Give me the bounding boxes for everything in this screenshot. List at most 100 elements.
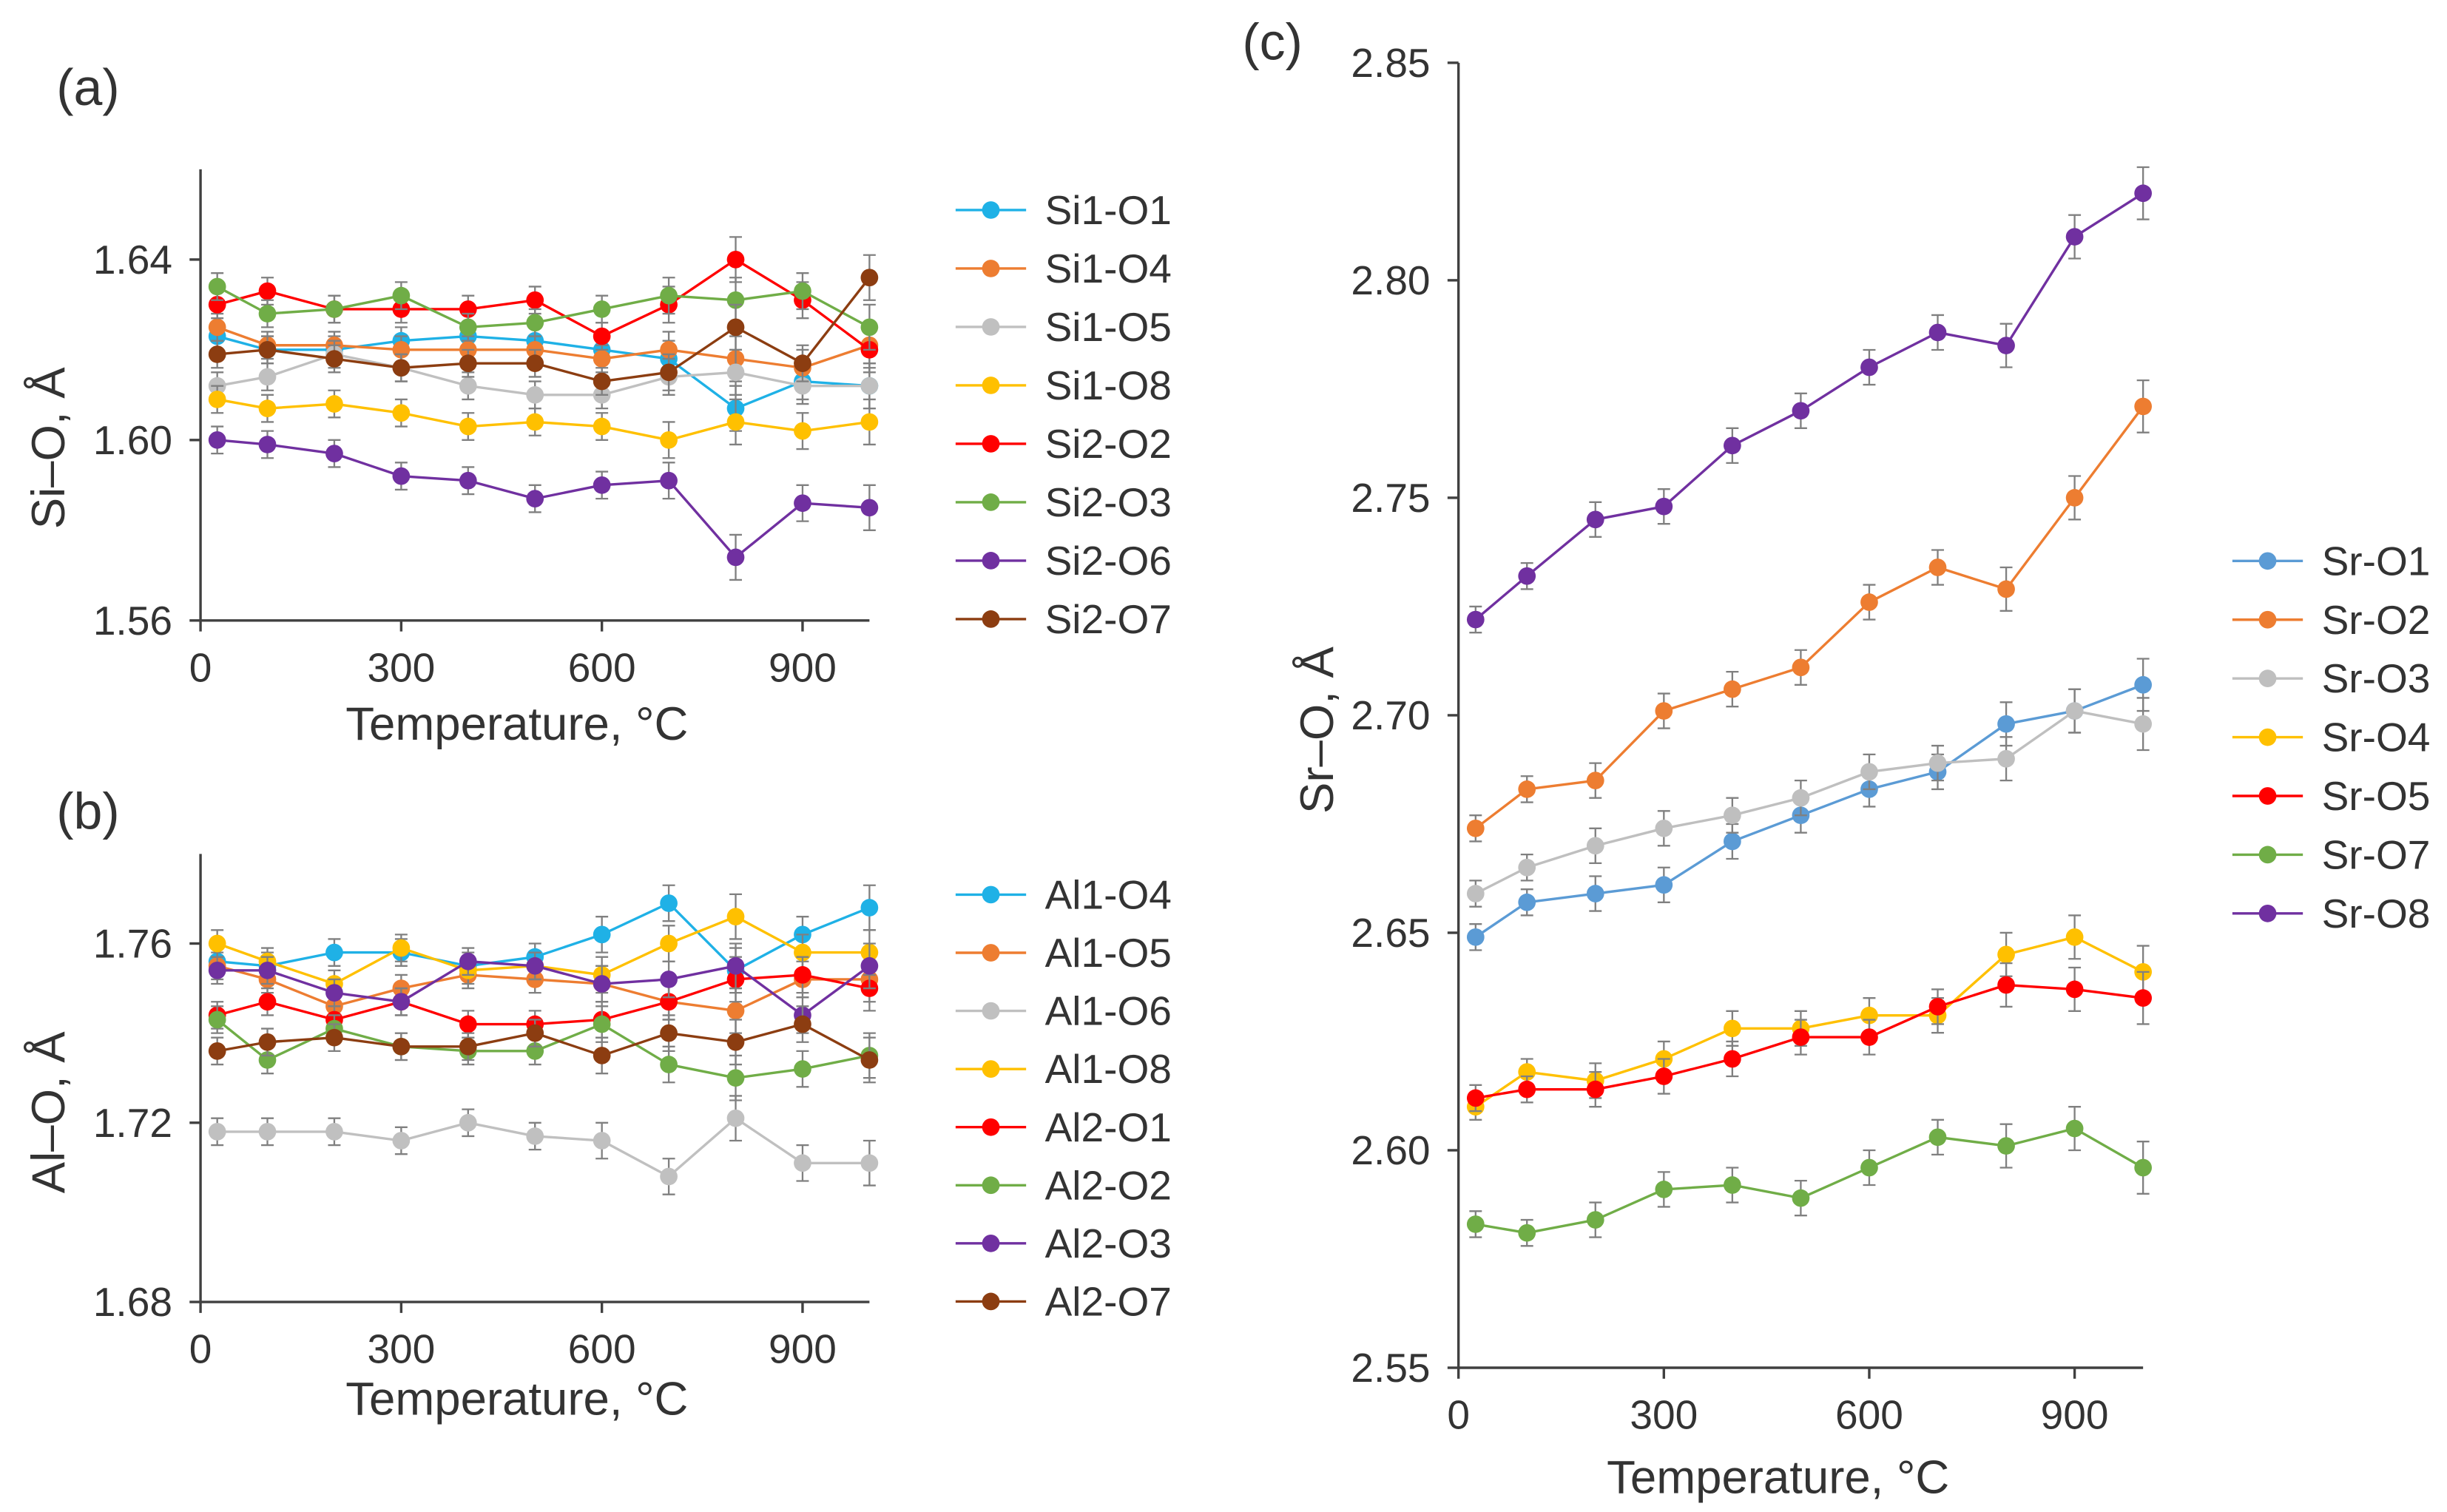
panel-a-series-si2-o3-point: [258, 305, 277, 323]
panel-c-legend-item: Sr-O1: [2232, 538, 2430, 584]
panel-b-series-al2-o3-point: [526, 956, 544, 975]
legend-swatch-marker: [982, 552, 1000, 570]
panel-a-series-si2-o3-point: [459, 318, 477, 337]
panel-b-series-al1-o8-point: [208, 934, 226, 953]
panel-c-series-sr-o7-point: [1586, 1211, 1604, 1229]
panel-b-series-al2-o3-line: [217, 960, 871, 1017]
panel-c-series-sr-o7-point: [1792, 1189, 1810, 1207]
panel-c-legend-item: Sr-O3: [2232, 655, 2430, 701]
panel-a-series-si1-o8-point: [726, 413, 745, 431]
panel-a-series-si2-o6-point: [794, 494, 811, 513]
panel-a-legend-item: Si2-O3: [955, 479, 1172, 525]
panel-a-legend-label: Si2-O7: [1045, 596, 1172, 642]
legend-swatch-marker: [982, 318, 1000, 336]
panel-c-x-tick-label: 0: [1447, 1392, 1470, 1438]
panel-a-legend-label: Si2-O3: [1045, 479, 1172, 525]
panel-c-y-tick-label: 2.60: [1351, 1127, 1430, 1173]
panel-a-legend-item: Si2-O7: [955, 596, 1172, 642]
panel-a-series-si1-o8-point: [660, 431, 678, 449]
panel-b-series-al2-o2: [208, 1005, 879, 1101]
panel-a-legend-label: Si1-O4: [1045, 246, 1172, 291]
panel-a-series-si1-o5-point: [258, 368, 277, 386]
panel-c-series-sr-o1-line: [1474, 684, 2144, 939]
panel-b-series-al1-o6-point: [660, 1167, 678, 1186]
panel-c-series-sr-o3-point: [1724, 806, 1741, 825]
panel-c-series-sr-o2-point: [1792, 658, 1810, 677]
panel-a-series-si2-o7-point: [794, 354, 811, 373]
panel-c-x-axis-title: Temperature, °C: [1607, 1451, 1949, 1503]
panel-a-series-si1-o5-point: [459, 377, 477, 395]
legend-swatch-marker: [982, 435, 1000, 453]
panel-c-series-sr-o3-point: [1928, 754, 1947, 772]
panel-b-series-al2-o1-point: [258, 993, 277, 1011]
panel-a-x-tick-label: 300: [367, 644, 435, 690]
panel-c-series-sr-o2-line: [1474, 405, 2144, 830]
panel-b-series-al2-o2-point: [726, 1069, 745, 1087]
panel-b-series-al2-o7: [208, 1005, 879, 1084]
panel-a-series-si1-o8-point: [794, 422, 811, 440]
panel-c-series-sr-o3-point: [1518, 858, 1536, 877]
panel-c-series-sr-o5-point: [2065, 980, 2084, 999]
panel-c-series-sr-o8-point: [1518, 567, 1536, 585]
legend-swatch-marker: [2258, 669, 2277, 688]
panel-a-series-si2-o7-point: [325, 350, 343, 368]
panel-a-series-si2-o6-point: [208, 431, 226, 449]
panel-a-y-tick-label: 1.60: [93, 417, 172, 463]
legend-swatch-marker: [982, 885, 1000, 904]
panel-a-series-si2-o6-point: [726, 548, 745, 567]
panel-b-series-al1-o8-point: [726, 908, 745, 926]
panel-b-series-al2-o7-point: [258, 1033, 277, 1051]
panel-a-series-si2-o3-point: [593, 300, 611, 318]
panel-b-legend-item: Al1-O8: [955, 1046, 1172, 1092]
panel-b-y-tick-label: 1.72: [93, 1100, 172, 1146]
panel-b-series-al2-o7-point: [726, 1033, 745, 1051]
panel-c-y-tick-label: 2.70: [1351, 692, 1430, 738]
panel-c-series-sr-o1: [1466, 658, 2153, 951]
panel-a-series-si2-o7-point: [392, 359, 411, 377]
panel-b-legend-item: Al2-O2: [955, 1162, 1172, 1208]
panel-a-x-tick-label: 900: [769, 644, 837, 690]
panel-b-label: (b): [56, 782, 119, 840]
panel-a-series-si1-o8-point: [258, 399, 277, 418]
legend-swatch-marker: [982, 610, 1000, 628]
panel-c-series-sr-o1-point: [1655, 876, 1673, 894]
panel-b-legend-label: Al2-O2: [1045, 1162, 1172, 1208]
panel-c-legend-item: Sr-O7: [2232, 831, 2430, 877]
panel-a-series-si2-o7-point: [660, 363, 678, 382]
panel-a-legend-label: Si2-O2: [1045, 421, 1172, 467]
panel-b-series-al2-o7-point: [593, 1047, 611, 1064]
panel-b-series-al1-o8-point: [392, 939, 411, 957]
panel-b-legend-label: Al1-O5: [1045, 930, 1172, 976]
legend-swatch-marker: [982, 1234, 1000, 1252]
panel-c-series-sr-o8-point: [1860, 358, 1878, 377]
panel-a-series-si2-o3-point: [208, 277, 226, 296]
panel-c-series-sr-o8-point: [1997, 337, 2015, 354]
panel-c-y-axis-title: Sr–O, Å: [1291, 646, 1343, 814]
panel-b-legend-item: Al2-O7: [955, 1278, 1172, 1324]
panel-b-series-al1-o6-point: [860, 1154, 879, 1172]
panel-c-y-tick-label: 2.55: [1351, 1345, 1430, 1391]
panel-b-series-al1-o6-point: [392, 1132, 411, 1150]
panel-c-series-sr-o4-point: [1724, 1019, 1741, 1038]
panel-a-series-si2-o7-point: [726, 318, 745, 337]
legend-swatch-marker: [982, 493, 1000, 511]
panel-c-legend-item: Sr-O5: [2232, 773, 2430, 819]
panel-a-series-si2-o3-point: [526, 314, 544, 332]
panel-c-series-sr-o8-point: [1586, 510, 1604, 529]
legend-swatch-marker: [982, 1176, 1000, 1195]
panel-c-series-sr-o5-line: [1475, 983, 2144, 1100]
panel-c-series-sr-o4-point: [2065, 928, 2084, 946]
panel-c-series-sr-o5-point: [1655, 1067, 1673, 1085]
panel-a-legend-item: Si1-O4: [955, 246, 1172, 291]
panel-b-series-al2-o7-point: [459, 1037, 477, 1056]
panel-c-series-sr-o5-point: [1997, 976, 2015, 994]
panel-a-series-si2-o3: [208, 272, 879, 351]
panel-b-series-al1-o6-point: [526, 1127, 544, 1145]
panel-a-series-si2-o6-point: [593, 476, 611, 494]
panel-a-series-si2-o7-point: [526, 354, 544, 373]
panel-a-series-si1-o8-point: [459, 417, 477, 436]
panel-c-x-tick-label: 900: [2041, 1392, 2109, 1438]
panel-b-legend-item: Al1-O4: [955, 871, 1172, 917]
panel-a-series-si2-o6-point: [526, 490, 544, 507]
panel-b-legend-item: Al2-O3: [955, 1221, 1172, 1266]
